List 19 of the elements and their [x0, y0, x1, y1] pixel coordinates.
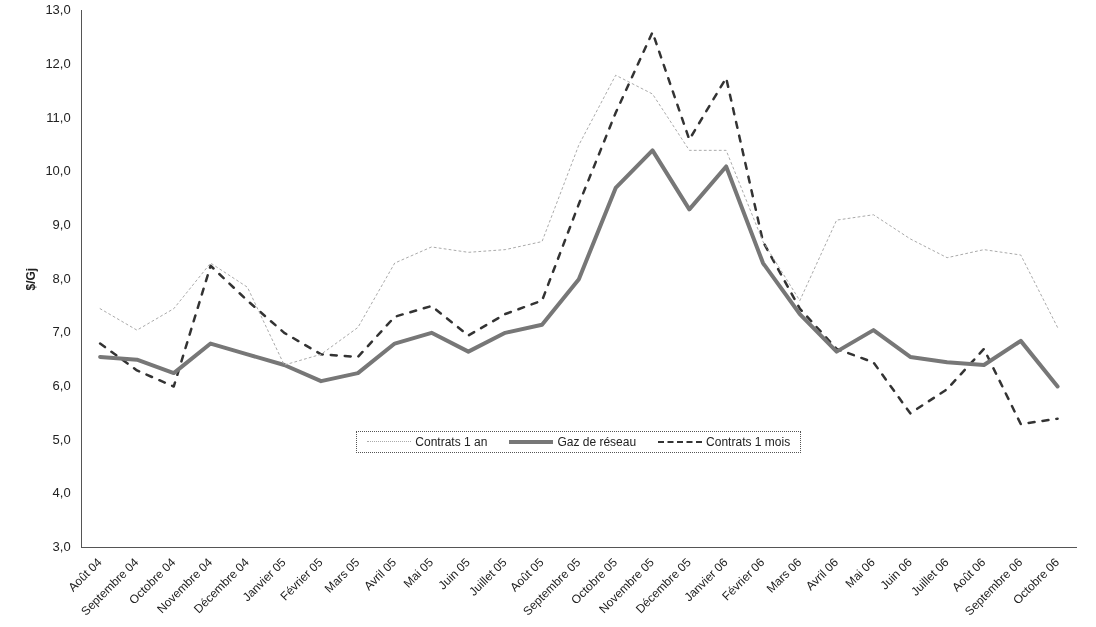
y-tick-label: 12,0: [45, 56, 71, 72]
y-tick-label: 5,0: [52, 431, 71, 447]
y-tick-label: 10,0: [45, 163, 71, 179]
x-tick-label: Mai 06: [842, 554, 879, 591]
y-tick-label: 3,0: [52, 539, 71, 555]
legend-label: Contrats 1 mois: [706, 434, 791, 449]
y-tick-label: 13,0: [45, 2, 71, 18]
y-tick-label: 8,0: [52, 270, 71, 286]
x-tick-label: Mai 05: [400, 554, 437, 591]
y-axis-title: $/Gj: [23, 267, 38, 291]
y-tick-label: 11,0: [46, 109, 71, 125]
legend-label: Gaz de réseau: [557, 434, 637, 449]
line-series: [98, 31, 1059, 426]
y-tick-label: 9,0: [52, 217, 71, 233]
y-tick-label: 6,0: [52, 378, 71, 394]
y-tick-label: 4,0: [52, 485, 71, 501]
line-series: [99, 74, 1059, 366]
legend-label: Contrats 1 an: [415, 434, 488, 449]
y-tick-label: 7,0: [52, 324, 71, 340]
